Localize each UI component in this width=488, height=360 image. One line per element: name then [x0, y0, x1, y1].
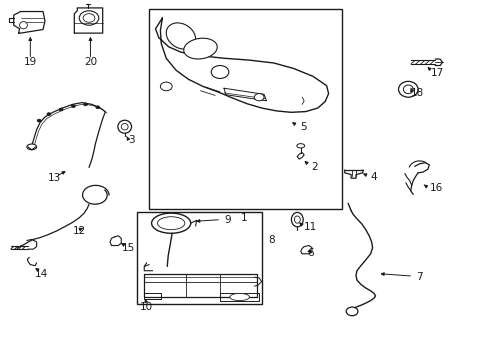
Ellipse shape [121, 123, 128, 130]
Text: 2: 2 [311, 162, 318, 172]
Ellipse shape [59, 108, 63, 111]
Text: 9: 9 [224, 215, 230, 225]
Ellipse shape [166, 23, 195, 49]
Ellipse shape [27, 144, 37, 150]
Text: 4: 4 [370, 172, 377, 182]
Ellipse shape [291, 212, 303, 227]
Text: 20: 20 [84, 57, 97, 67]
Ellipse shape [20, 22, 27, 29]
Bar [149, 9, 342, 209]
Text: 19: 19 [23, 57, 37, 67]
Ellipse shape [183, 38, 217, 59]
Text: 10: 10 [139, 302, 152, 312]
Ellipse shape [37, 119, 41, 122]
Text: 1: 1 [241, 213, 247, 223]
Text: 11: 11 [304, 222, 317, 232]
Text: 5: 5 [299, 122, 306, 132]
Ellipse shape [83, 103, 87, 106]
Text: 16: 16 [428, 183, 442, 193]
Text: 3: 3 [127, 135, 134, 145]
Bar [137, 212, 261, 304]
Ellipse shape [79, 11, 99, 25]
Text: 7: 7 [415, 272, 422, 282]
Ellipse shape [398, 81, 417, 97]
Ellipse shape [294, 216, 300, 223]
Ellipse shape [346, 307, 357, 316]
Ellipse shape [211, 66, 228, 78]
Text: 12: 12 [72, 226, 85, 236]
Ellipse shape [403, 85, 412, 94]
Ellipse shape [157, 217, 184, 230]
Ellipse shape [229, 293, 249, 301]
Ellipse shape [254, 94, 264, 101]
Ellipse shape [160, 82, 172, 91]
Text: 18: 18 [410, 88, 423, 98]
Ellipse shape [118, 120, 131, 133]
Text: 13: 13 [48, 173, 61, 183]
Ellipse shape [83, 14, 95, 22]
Text: 8: 8 [267, 235, 274, 246]
Ellipse shape [96, 106, 100, 109]
Ellipse shape [47, 113, 51, 116]
Text: 17: 17 [429, 68, 443, 78]
Text: 14: 14 [35, 269, 48, 279]
Ellipse shape [71, 105, 75, 108]
Text: 15: 15 [122, 243, 135, 253]
Ellipse shape [151, 213, 190, 233]
Text: 6: 6 [307, 248, 314, 258]
Ellipse shape [296, 144, 304, 148]
